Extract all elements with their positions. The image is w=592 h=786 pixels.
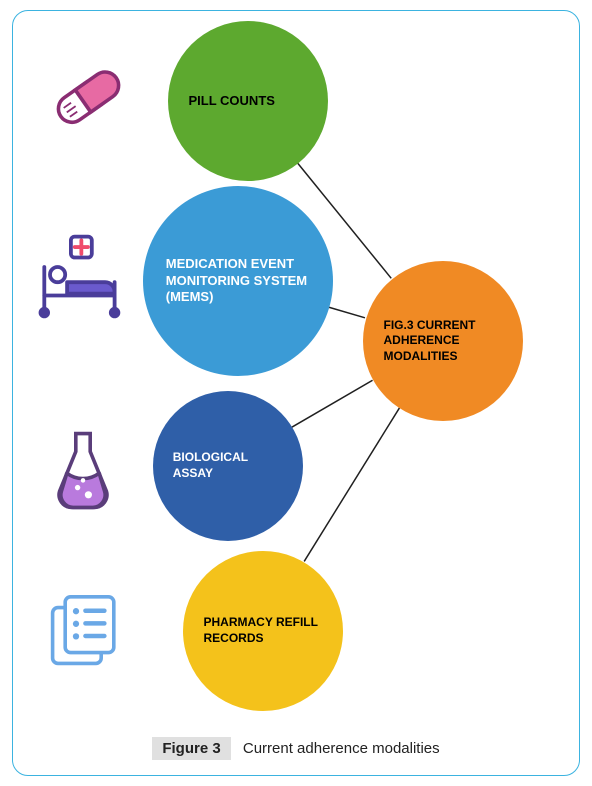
- hub-node: FIG.3 CURRENT ADHERENCE MODALITIES: [363, 261, 523, 421]
- hospital-bed-icon: [31, 229, 126, 324]
- figure-caption: Figure 3 Current adherence modalities: [13, 740, 579, 757]
- figure-number: Figure 3: [152, 737, 230, 760]
- node-label: PHARMACY REFILL RECORDS: [204, 615, 323, 646]
- figure-frame: FIG.3 CURRENT ADHERENCE MODALITIES PILL …: [12, 10, 580, 776]
- node-biological-assay: BIOLOGICAL ASSAY: [153, 391, 303, 541]
- node-mems: MEDICATION EVENT MONITORING SYSTEM (MEMS…: [143, 186, 333, 376]
- flask-icon: [38, 421, 128, 511]
- records-icon: [40, 586, 130, 676]
- node-label: PILL COUNTS: [189, 93, 308, 110]
- node-pharmacy-refill: PHARMACY REFILL RECORDS: [183, 551, 343, 711]
- node-label: MEDICATION EVENT MONITORING SYSTEM (MEMS…: [166, 256, 311, 307]
- node-pill-counts: PILL COUNTS: [168, 21, 328, 181]
- diagram-canvas: FIG.3 CURRENT ADHERENCE MODALITIES PILL …: [13, 11, 579, 775]
- node-label: BIOLOGICAL ASSAY: [173, 450, 284, 481]
- hub-label: FIG.3 CURRENT ADHERENCE MODALITIES: [384, 318, 503, 365]
- figure-caption-text: Current adherence modalities: [243, 740, 440, 757]
- pill-icon: [38, 56, 128, 146]
